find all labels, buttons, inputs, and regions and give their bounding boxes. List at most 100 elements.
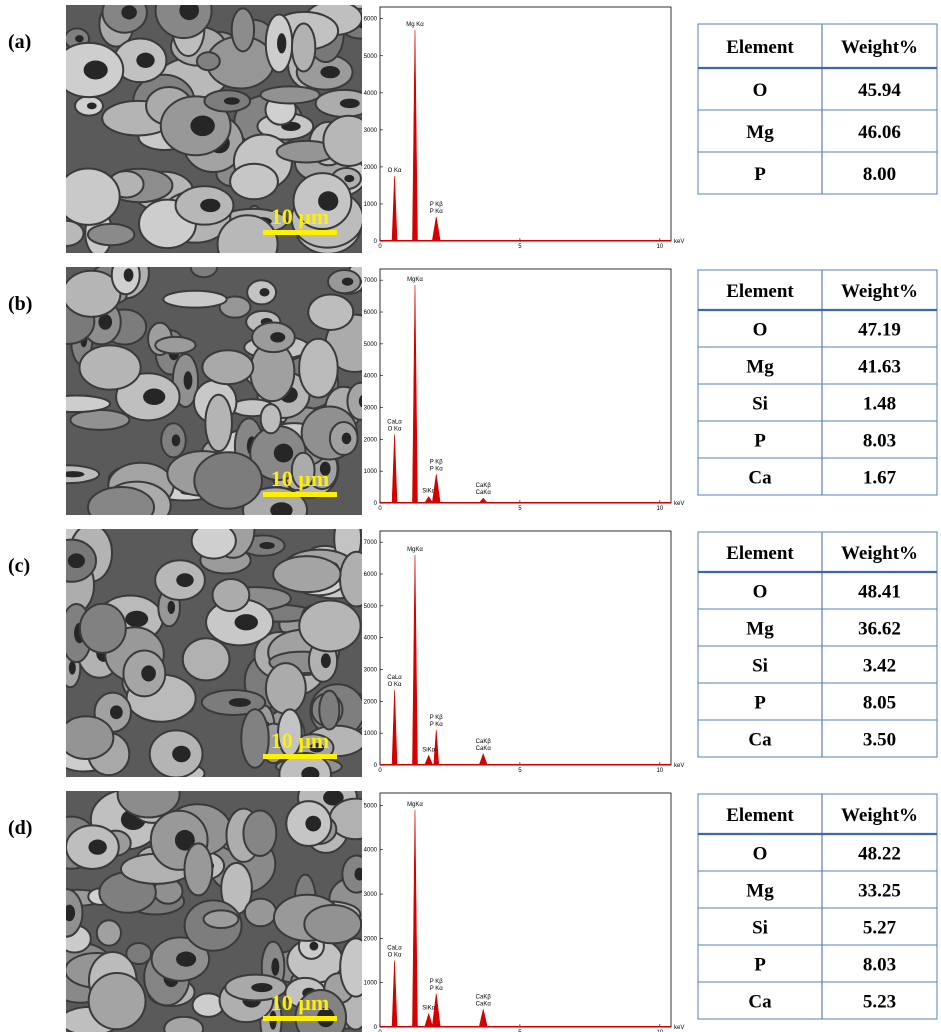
sem-blob [261,86,320,103]
x-tick-label: 10 [656,244,663,250]
sem-pore [124,268,134,281]
sem-blob [164,1017,203,1032]
peak-label: SiKα [422,747,435,753]
table-cell: P [754,955,766,976]
peak [392,690,397,765]
peak [392,961,397,1027]
sem-blob [308,294,353,329]
x-tick-label: 0 [378,244,382,250]
sem-pore [184,371,193,390]
sem-pore [87,102,97,109]
sem-pore [200,199,220,212]
table-cell: Mg [746,619,774,640]
sem-blob [319,691,339,730]
panel-label: (a) [8,31,31,53]
sem-blob [232,8,254,51]
peak-label: P Kβ [430,715,444,721]
peak-label: MgKα [407,277,423,283]
sem-pore [354,868,364,881]
y-tick-label: 5000 [364,604,378,610]
table-cell: 8.03 [863,955,896,976]
sem-blob [79,345,140,389]
peak-label: O Kα [388,682,402,688]
table-header: Element [726,543,794,564]
x-tick-label: 5 [518,768,522,774]
table-cell: P [754,693,766,714]
sem-pore [340,99,360,108]
sem-pore [251,983,272,992]
sem-pore [143,389,165,406]
y-tick-label: 6000 [364,572,378,578]
sem-pore [270,502,292,518]
y-tick-label: 3000 [364,128,378,134]
sem-blob [299,601,360,652]
peak [479,754,487,765]
sem-blob [97,920,121,945]
peak-label: CaLα [387,420,402,426]
table-header: Weight% [841,37,918,58]
sem-blob [243,810,276,855]
table-cell: Si [752,918,768,939]
peak [412,555,417,765]
table-cell: Ca [748,730,772,751]
sem-blob [183,638,230,680]
scale-bar-label: 10 µm [271,990,330,1015]
y-tick-label: 4000 [364,374,378,380]
sem-pore [125,611,148,627]
y-tick-label: 6000 [364,310,378,316]
sem-blob [80,604,126,653]
peak-label: CaKα [476,746,492,752]
sem-blob [118,770,180,817]
sem-blob [202,350,253,384]
table-cell: Mg [746,122,774,143]
table-cell: P [754,431,766,452]
y-tick-label: 1000 [364,469,378,475]
peak-label: CaKβ [476,483,492,489]
sem-blob [42,396,110,412]
figure: (a)10 µm01000200030004000500060000510keV… [0,0,941,1032]
sem-pore [62,471,85,477]
sem-blob [163,291,226,308]
scale-bar-label: 10 µm [271,204,330,229]
table-cell: 46.06 [858,122,901,143]
table-header: Element [726,37,794,58]
table-cell: Ca [748,468,772,489]
sem-pore [176,952,196,967]
sem-blob [304,905,361,943]
sem-pore [310,942,319,951]
sem-blob [194,452,262,508]
y-tick-label: 0 [374,763,378,769]
table-cell: Si [752,394,768,415]
table-cell: O [753,80,768,101]
scale-bar [263,492,337,497]
sem-pore [84,60,108,79]
plot-frame [380,531,671,765]
table-cell: P [754,164,766,185]
y-tick-label: 5000 [364,803,378,809]
peak [479,1009,487,1027]
sem-pore [259,542,274,549]
sem-blob [57,169,120,225]
table-frame [698,532,937,757]
table-cell: Ca [748,992,772,1013]
peak [425,497,433,503]
table-cell: 33.25 [858,881,901,902]
y-tick-label: 6000 [364,17,378,23]
sem-pore [320,66,339,78]
sem-blob [197,52,220,70]
table-cell: 8.03 [863,431,896,452]
sem-pore [277,33,286,53]
sem-blob [204,910,239,928]
scale-bar [263,754,337,759]
table-cell: O [753,844,768,865]
y-tick-label: 4000 [364,636,378,642]
sem-blob [245,899,276,927]
y-tick-label: 3000 [364,668,378,674]
peak-label: O Kα [388,953,402,959]
sem-blob [218,215,278,273]
sem-pore [229,698,251,707]
sem-pore [136,53,154,68]
y-tick-label: 1000 [364,981,378,987]
peak-label: P Kα [430,209,444,215]
x-axis-label: keV [674,239,684,245]
